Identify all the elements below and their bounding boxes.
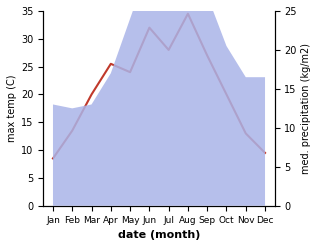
Y-axis label: med. precipitation (kg/m2): med. precipitation (kg/m2) (301, 43, 311, 174)
X-axis label: date (month): date (month) (118, 230, 200, 240)
Y-axis label: max temp (C): max temp (C) (7, 75, 17, 142)
